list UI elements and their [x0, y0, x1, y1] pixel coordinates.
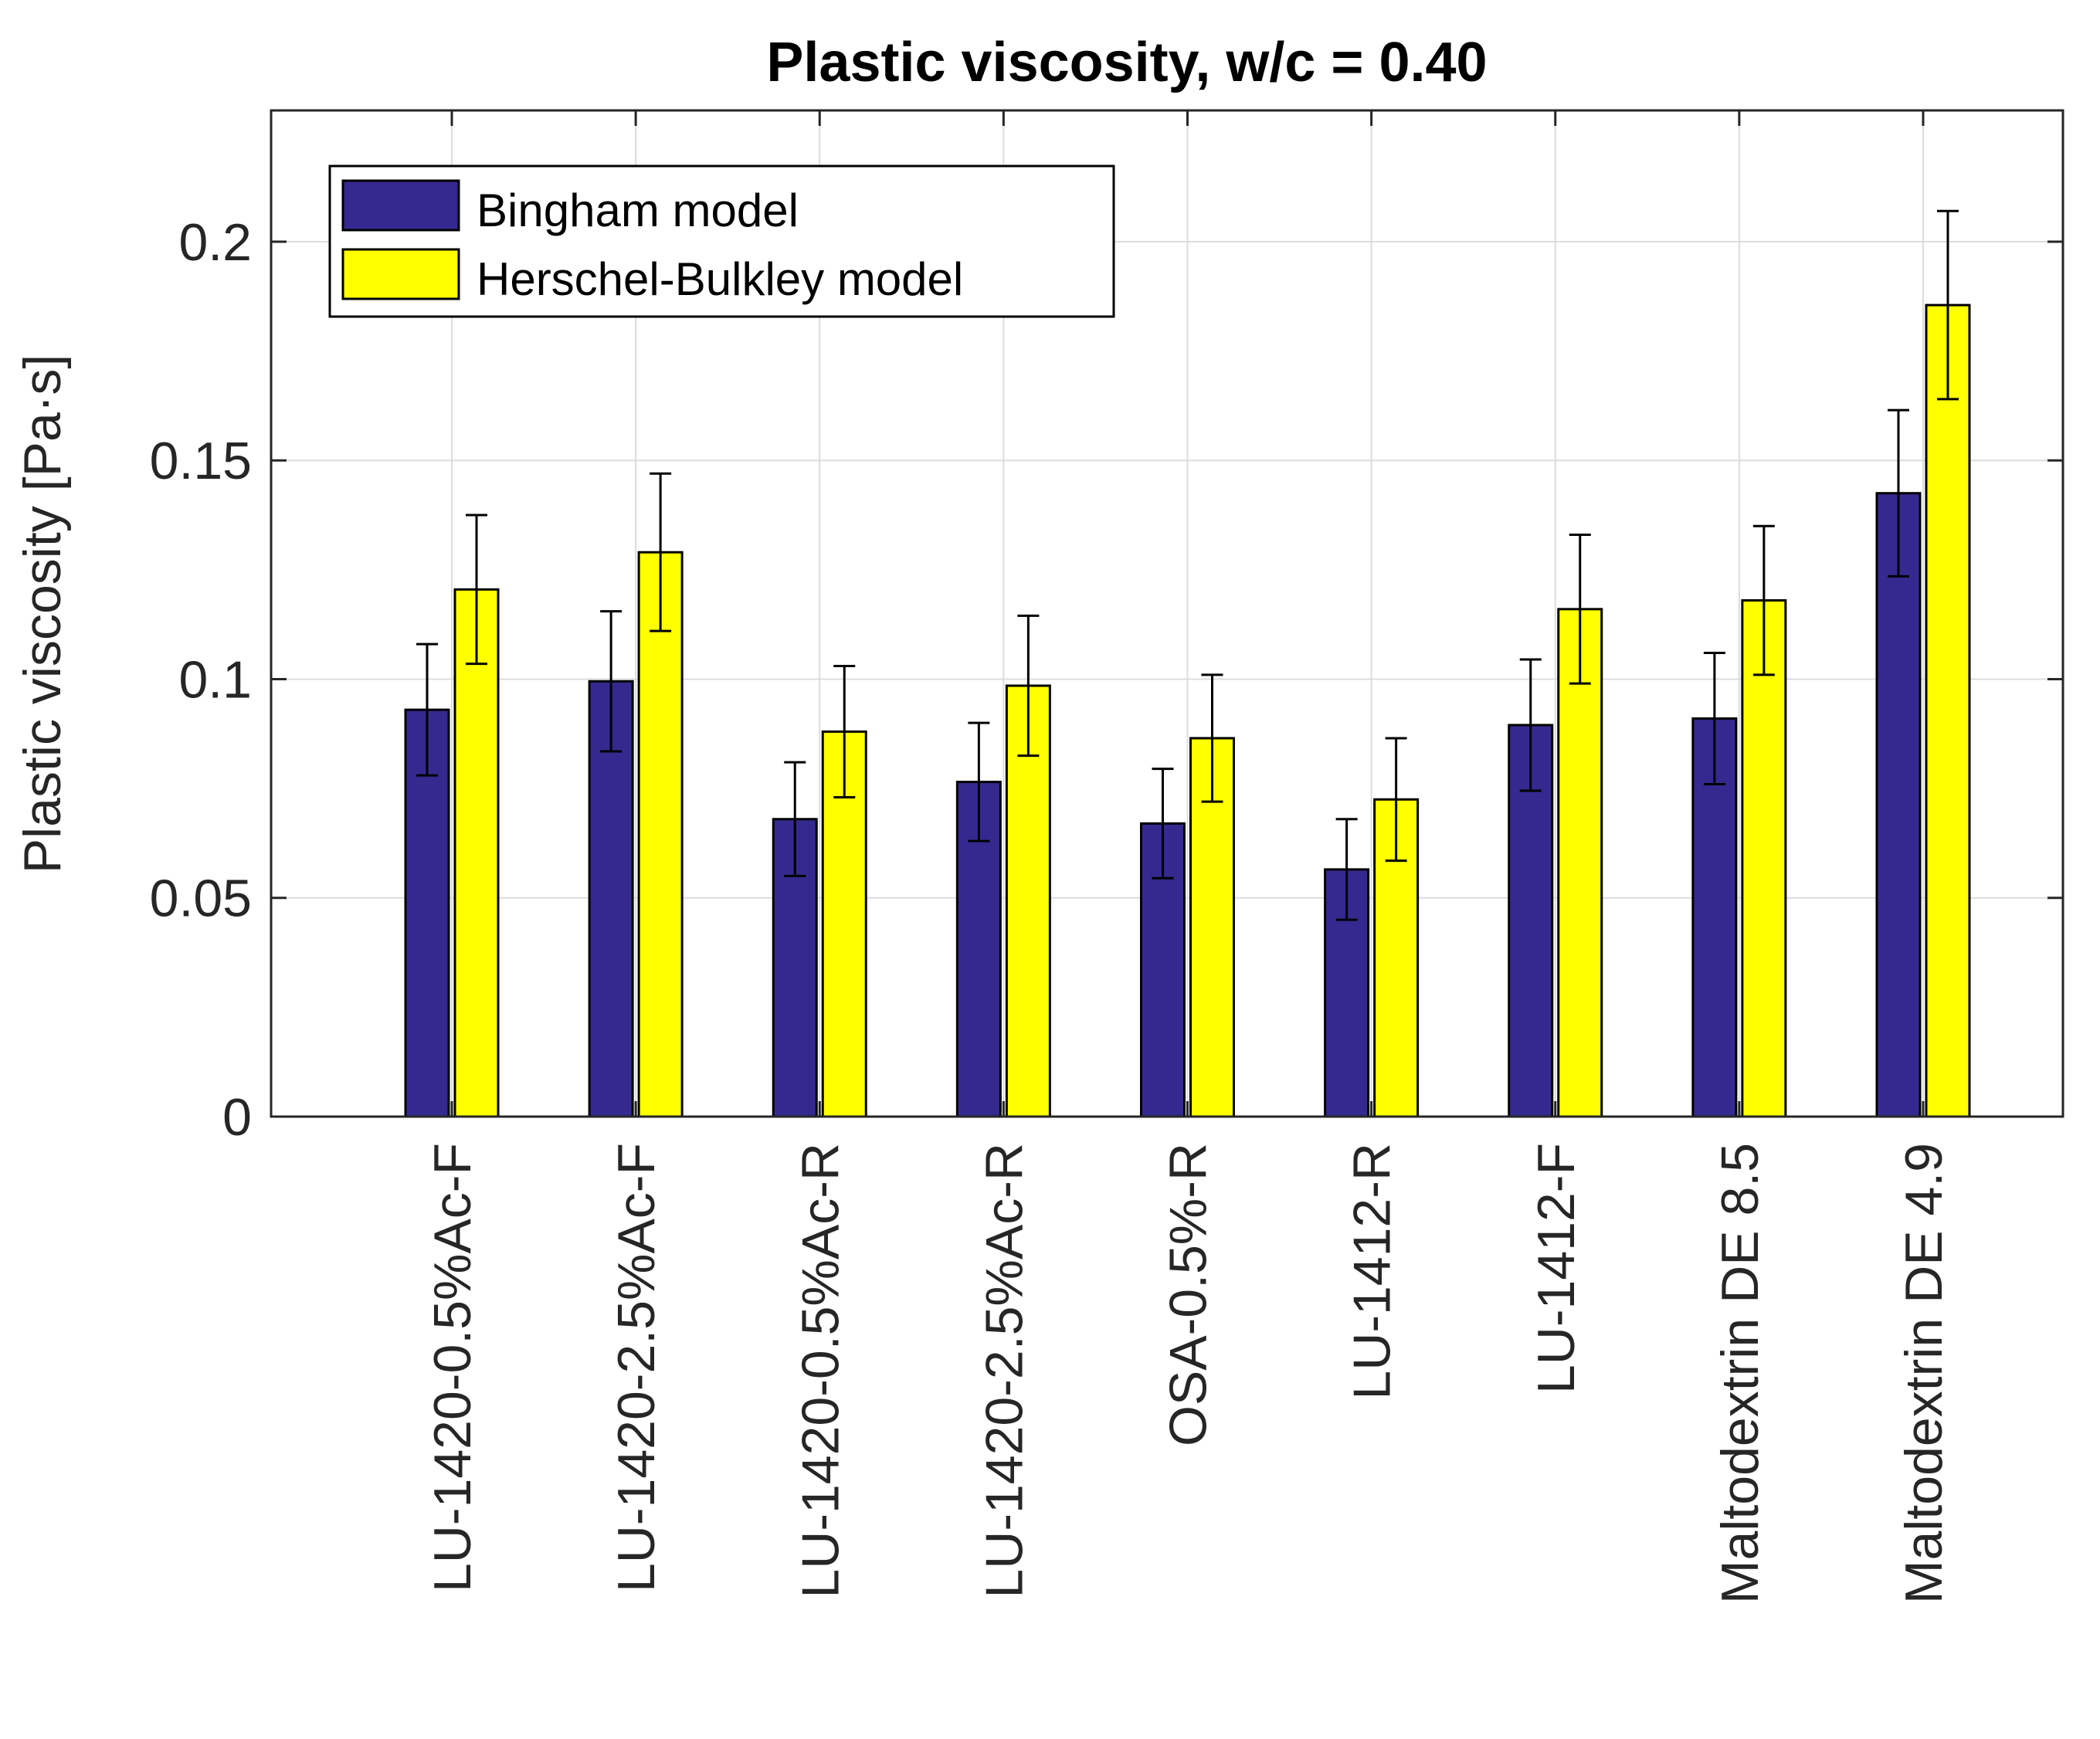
- legend-swatch-bingham: [341, 179, 460, 232]
- legend-label-bingham: Bingham model: [477, 185, 799, 236]
- x-axis-ticks: LU-1420-0.5%Ac-F LU-1420-2.5%Ac-F LU-1420-…: [423, 110, 1953, 1604]
- x-tick-label: LU-1420-2.5%Ac-F: [607, 1143, 666, 1592]
- bar-herschel-bulkley: [1741, 599, 1787, 1118]
- y-tick-label: 0: [222, 1088, 252, 1147]
- y-axis-label: Plastic viscosity [Pa·s]: [13, 354, 72, 874]
- y-axis-ticks: 0 0.05 0.1 0.15 0.2: [150, 213, 2063, 1147]
- x-tick-label: Maltodextrin DE 8.5: [1711, 1143, 1769, 1604]
- chart-title: Plastic viscosity, w/c = 0.40: [766, 32, 1487, 93]
- legend: Bingham model Herschel-Bulkley model: [328, 164, 1115, 318]
- x-tick-label: LU-1412-F: [1527, 1143, 1586, 1394]
- bar-herschel-bulkley: [1557, 608, 1603, 1118]
- x-tick-label: LU-1420-0.5%Ac-R: [791, 1143, 850, 1598]
- bar-herschel-bulkley: [637, 551, 684, 1118]
- x-tick-label: Maltodextrin DE 4.9: [1895, 1143, 1953, 1604]
- x-tick-label: LU-1420-0.5%Ac-F: [423, 1143, 482, 1592]
- y-tick-label: 0.15: [150, 432, 252, 490]
- x-tick-label: OSA-0.5%-R: [1159, 1143, 1218, 1446]
- legend-swatch-herschel-bulkley: [341, 248, 460, 300]
- bar-bingham: [404, 708, 450, 1118]
- bar-herschel-bulkley: [1189, 737, 1235, 1118]
- bar-herschel-bulkley: [453, 588, 500, 1118]
- x-tick-label: LU-1412-R: [1343, 1143, 1402, 1400]
- y-tick-label: 0.05: [150, 870, 252, 928]
- bar-herschel-bulkley: [1005, 684, 1051, 1118]
- bar-herschel-bulkley: [1925, 303, 1971, 1118]
- y-tick-label: 0.2: [178, 213, 252, 272]
- plot-area-frame: [270, 109, 2064, 1118]
- error-bars: [416, 209, 1959, 921]
- y-tick-label: 0.1: [178, 650, 252, 709]
- legend-box: [328, 164, 1115, 318]
- bar-bingham: [1875, 492, 1922, 1118]
- x-tick-label: LU-1420-2.5%Ac-R: [975, 1143, 1033, 1598]
- legend-label-herschel-bulkley: Herschel-Bulkley model: [477, 253, 963, 305]
